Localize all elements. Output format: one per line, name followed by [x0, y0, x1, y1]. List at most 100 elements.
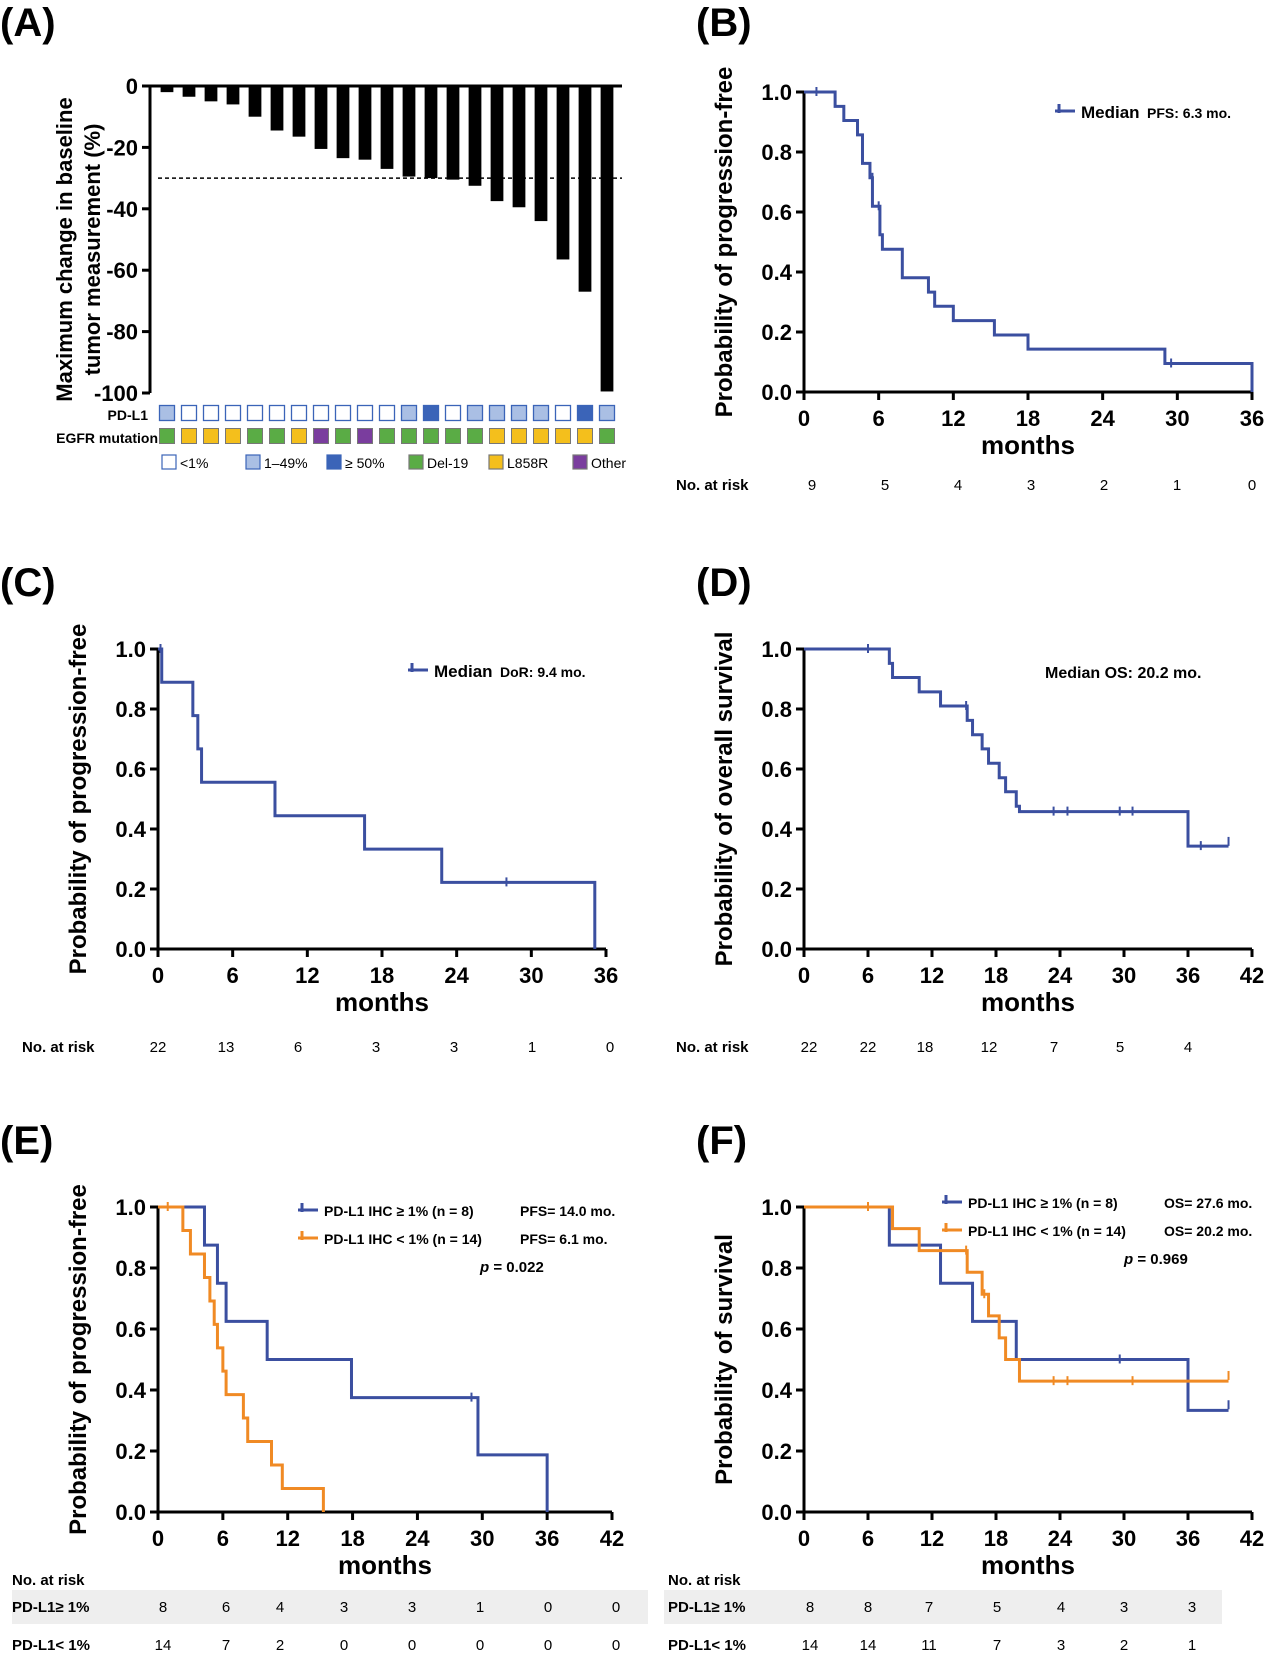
risk-value: 0	[1248, 477, 1256, 494]
y-tick-label: 0.4	[761, 817, 792, 842]
pdl1-square	[598, 404, 616, 422]
km-curve-blue	[804, 90, 1254, 392]
risk-value: 1	[528, 1039, 536, 1056]
legend-label: PD-L1 IHC ≥ 1% (n = 8)	[324, 1203, 474, 1219]
risk-title: No. at risk	[668, 1572, 741, 1589]
bar	[424, 86, 438, 179]
egfr-square	[159, 428, 175, 444]
x-tick-label: 12	[920, 1526, 944, 1551]
y-tick-label: -40	[106, 197, 138, 222]
x-tick-label: 18	[370, 963, 394, 988]
risk-value: 18	[917, 1039, 934, 1056]
risk-value: 3	[1057, 1637, 1065, 1654]
y-tick-label: 0.8	[761, 140, 792, 165]
x-tick-label: 6	[227, 963, 239, 988]
pdl1-square	[268, 404, 286, 422]
risk-value: 13	[218, 1039, 235, 1056]
egfr-square	[335, 428, 351, 444]
x-tick-label: 42	[1240, 1526, 1264, 1551]
risk-value: 0	[476, 1637, 484, 1654]
y-tick-label: 0.6	[761, 200, 792, 225]
p-value-number: = 0.969	[1133, 1251, 1188, 1268]
y-tick-label: 0.2	[761, 320, 792, 345]
risk-band	[12, 1590, 648, 1624]
panel-f: (F)0.00.20.40.60.81.00 6 12 18 24 30 36 42month…	[664, 1119, 1264, 1654]
x-tick-label: 30	[1112, 963, 1136, 988]
egfr-square	[291, 428, 307, 444]
risk-row-label: PD-L1< 1%	[668, 1637, 746, 1654]
y-tick-label: 0.2	[761, 877, 792, 902]
bar	[534, 86, 548, 222]
legend-label: ≥ 50%	[345, 455, 385, 471]
legend-label: L858R	[507, 455, 548, 471]
risk-title: No. at risk	[676, 477, 749, 494]
risk-value: 14	[802, 1637, 819, 1654]
y-axis-label-line: tumor measurement (%)	[80, 124, 105, 376]
x-tick-label: 0	[798, 1526, 810, 1551]
legend-swatch	[488, 454, 504, 470]
risk-value: 6	[222, 1599, 230, 1616]
legend-label: Del-19	[427, 455, 468, 471]
risk-value: 0	[544, 1637, 552, 1654]
risk-row-label: PD-L1≥ 1%	[668, 1599, 745, 1616]
pdl1-square	[158, 404, 176, 422]
y-tick-label: -100	[94, 381, 138, 406]
bar	[512, 86, 526, 208]
y-axis-label: Probability of progression-free	[711, 67, 738, 418]
y-tick-label: 0.0	[761, 1500, 792, 1525]
risk-value: 8	[864, 1599, 872, 1616]
y-tick-label: 0.0	[115, 937, 146, 962]
y-tick-label: 0.6	[115, 757, 146, 782]
y-axis-label-line: Maximum change in baseline	[52, 97, 77, 401]
x-tick-label: 30	[470, 1526, 494, 1551]
panel-label: (F)	[696, 1119, 747, 1163]
pdl1-row-label: PD-L1	[108, 407, 149, 423]
y-tick-label: 0	[126, 74, 138, 99]
y-tick-label: 0.8	[761, 697, 792, 722]
bar	[600, 86, 614, 392]
risk-value: 11	[921, 1637, 937, 1654]
y-tick-label: 0.6	[761, 1317, 792, 1342]
pdl1-square	[356, 404, 374, 422]
risk-value: 0	[606, 1039, 614, 1056]
legend-swatch	[572, 454, 588, 470]
panel-label: (B)	[696, 1, 752, 45]
x-tick-label: 6	[873, 406, 885, 431]
y-tick-label: 0.4	[761, 260, 792, 285]
risk-value: 0	[544, 1599, 552, 1616]
pdl1-square	[224, 404, 242, 422]
risk-value: 0	[612, 1637, 620, 1654]
x-axis-label: months	[981, 987, 1075, 1017]
y-tick-label: 0.6	[761, 757, 792, 782]
egfr-square	[511, 428, 527, 444]
legend-stat: PFS= 6.1 mo.	[520, 1231, 608, 1247]
x-tick-label: 6	[862, 1526, 874, 1551]
legend-label: <1%	[180, 455, 208, 471]
pdl1-square	[444, 404, 462, 422]
egfr-square	[379, 428, 395, 444]
y-tick-label: -80	[106, 320, 138, 345]
risk-value: 4	[276, 1599, 284, 1616]
panel-label: (A)	[0, 1, 56, 45]
km-curve-blue	[158, 1205, 549, 1512]
pdl1-square	[554, 404, 572, 422]
egfr-square	[401, 428, 417, 444]
risk-value: 2	[1100, 477, 1108, 494]
bar	[160, 86, 174, 93]
x-tick-label: 24	[1090, 406, 1115, 431]
egfr-square	[181, 428, 197, 444]
y-tick-label: 0.0	[115, 1500, 146, 1525]
egfr-square	[533, 428, 549, 444]
bar	[204, 86, 218, 102]
pdl1-square	[466, 404, 484, 422]
y-tick-label: 0.8	[115, 697, 146, 722]
panel-d: (D) 0.0 0.2 0.4 0.6 0.8 1.0 0 6 12 18 24 30 36 42 month…	[676, 561, 1264, 1056]
pdl1-square	[180, 404, 198, 422]
risk-value: 4	[1057, 1599, 1065, 1616]
y-tick-label: 0.6	[115, 1317, 146, 1342]
bar	[446, 86, 460, 180]
p-value-symbol: p	[479, 1259, 489, 1276]
bar	[556, 86, 570, 260]
